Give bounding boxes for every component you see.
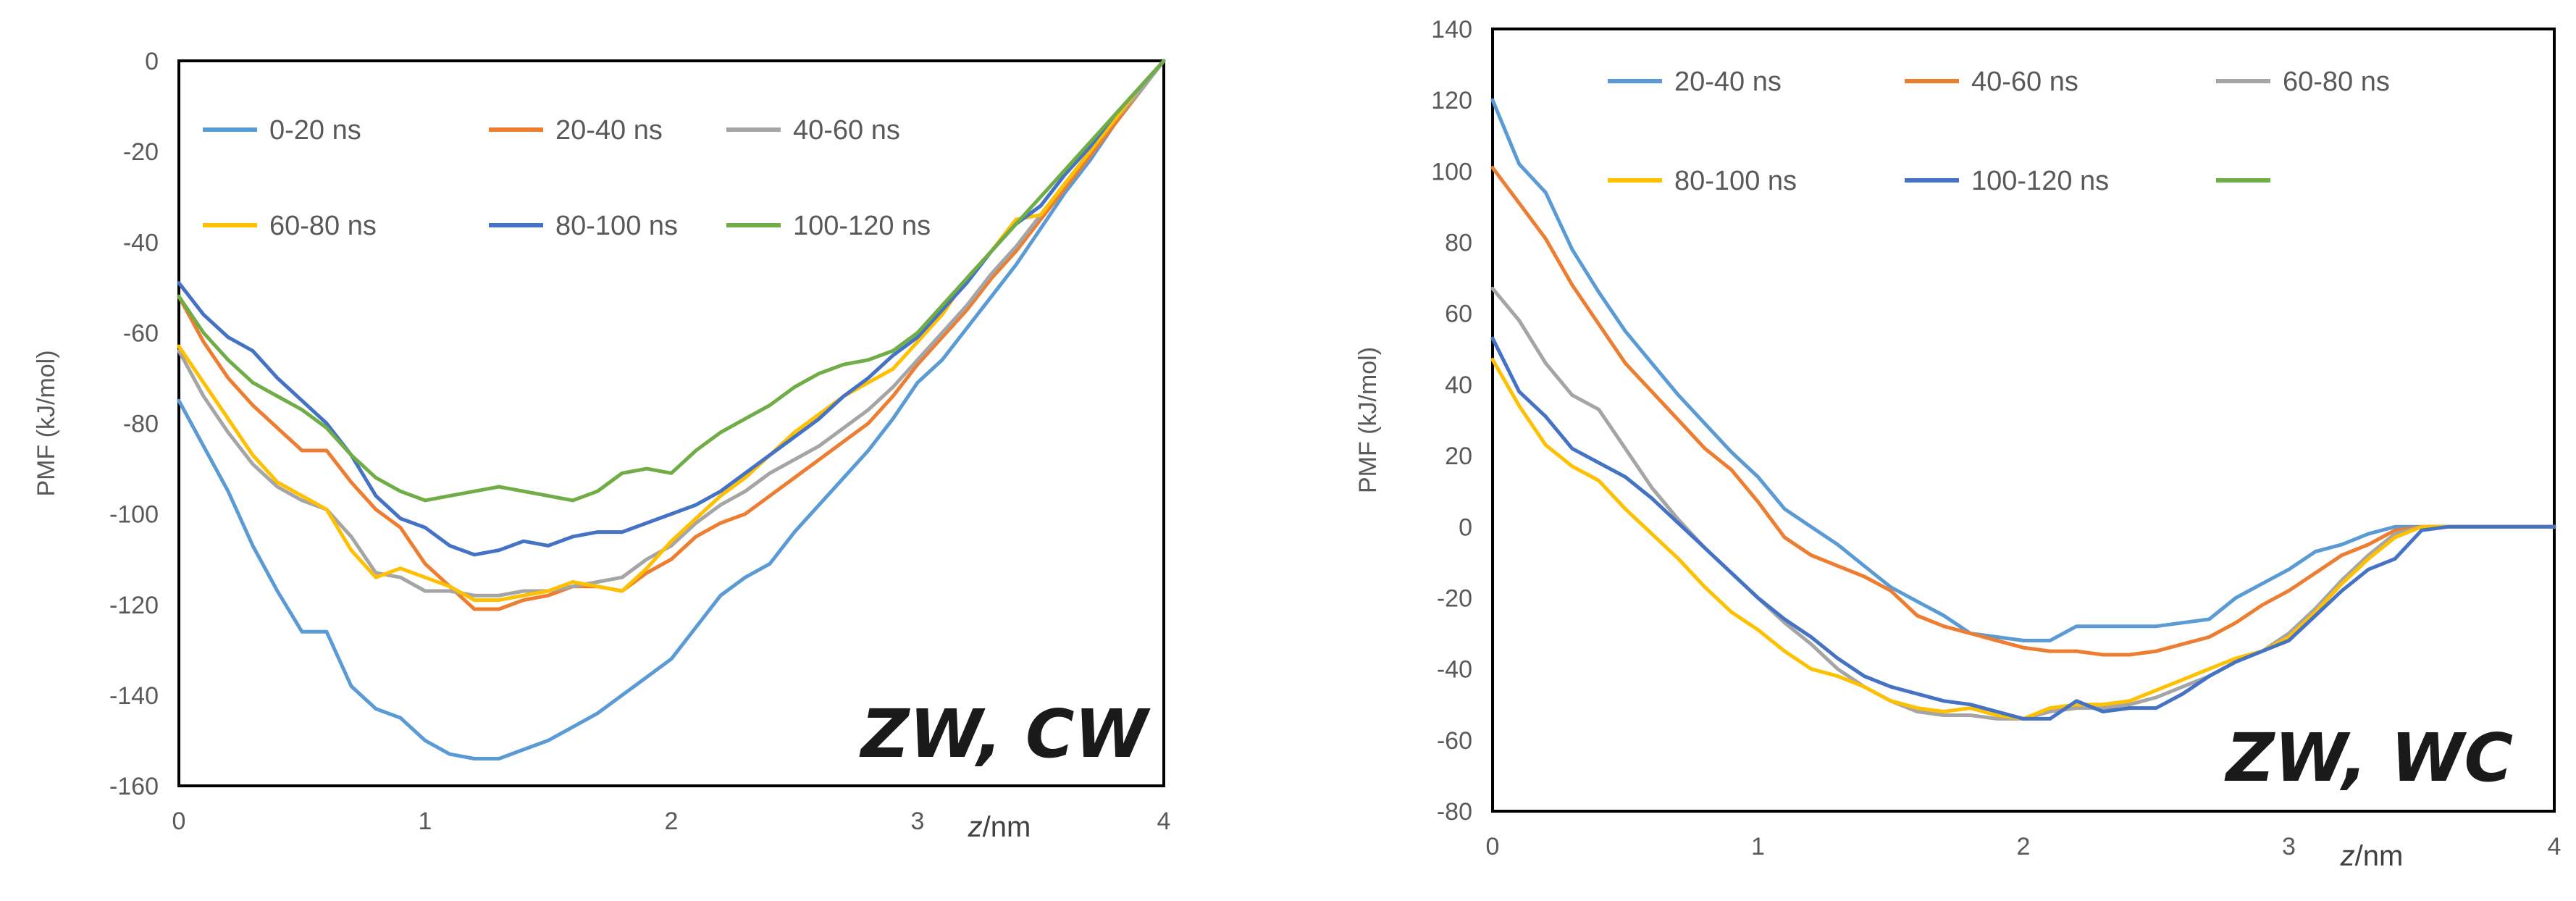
x-tick-label: 4 <box>1157 808 1171 835</box>
x-tick-label: 3 <box>2282 833 2296 860</box>
y-tick-label: -20 <box>1437 584 1472 612</box>
y-tick-label: -40 <box>123 229 159 256</box>
y-tick-label: 0 <box>1459 514 1472 541</box>
series-line-2 <box>177 59 1166 611</box>
legend-label: 80-100 ns <box>1674 166 1797 196</box>
x-tick-label: 2 <box>2017 833 2031 860</box>
series-line-5 <box>1490 336 2556 721</box>
corner-label: ZW, CW <box>859 695 1151 773</box>
y-tick-label: 40 <box>1445 372 1472 399</box>
series-line-3 <box>177 59 1166 598</box>
y-tick-label: -100 <box>109 501 159 529</box>
x-axis-label: z/nm <box>968 811 1031 843</box>
y-tick-label: -120 <box>109 592 159 619</box>
series-line-3 <box>1490 286 2556 721</box>
legend-label: 100-120 ns <box>1971 166 2109 196</box>
series-line-1 <box>1490 98 2556 642</box>
legend-label: 60-80 ns <box>269 211 377 241</box>
legend-label: 100-120 ns <box>793 211 931 241</box>
x-tick-label: 4 <box>2548 833 2562 860</box>
x-tick-label: 1 <box>419 808 432 835</box>
legend-label: 20-40 ns <box>1674 67 1782 97</box>
y-tick-label: 140 <box>1431 16 1472 43</box>
legend-label: 20-40 ns <box>555 115 663 146</box>
x-tick-label: 3 <box>911 808 925 835</box>
y-tick-label: -80 <box>1437 798 1472 826</box>
plot-frame <box>1491 28 2556 813</box>
plot-frame <box>177 59 1165 787</box>
legend-label: 60-80 ns <box>2283 67 2390 97</box>
y-axis-label: PMF (kJ/mol) <box>33 350 60 496</box>
y-tick-label: 100 <box>1431 158 1472 185</box>
x-tick-label: 2 <box>665 808 679 835</box>
legend-label: 0-20 ns <box>269 115 361 146</box>
y-tick-label: -140 <box>109 682 159 710</box>
chart-2: 140 120 100 80 60 40 20 0 -20 -40 -60 -80 0 1 2 3 4 PMF (… <box>1354 16 2561 872</box>
y-tick-label: -60 <box>1437 727 1472 755</box>
y-tick-label: -60 <box>123 319 159 347</box>
y-tick-label: 20 <box>1445 443 1472 470</box>
y-tick-label: 80 <box>1445 230 1472 257</box>
y-tick-label: -160 <box>109 773 159 800</box>
y-tick-label: 60 <box>1445 301 1472 328</box>
series-line-2 <box>1490 166 2556 657</box>
legend-label: 80-100 ns <box>555 211 678 241</box>
y-tick-label: -80 <box>123 411 159 438</box>
legend-label: 40-60 ns <box>793 115 900 146</box>
y-tick-label: 0 <box>145 48 159 75</box>
legend-label: 40-60 ns <box>1971 67 2078 97</box>
series-line-6 <box>177 59 1166 503</box>
series-line-1 <box>177 59 1166 760</box>
y-tick-label: -40 <box>1437 656 1472 684</box>
chart-1: 0 -20 -40 -60 -80 -100 -120 -140 -160 0 1 2 3 4 PMF (k… <box>33 48 1170 843</box>
x-tick-label: 1 <box>1751 833 1765 860</box>
x-axis-label: z/nm <box>2340 840 2404 872</box>
corner-label: ZW, WC <box>2224 719 2513 797</box>
x-tick-label: 0 <box>172 808 186 835</box>
y-axis-label: PMF (kJ/mol) <box>1354 347 1382 493</box>
x-tick-label: 0 <box>1486 833 1500 860</box>
y-tick-label: 120 <box>1431 87 1472 114</box>
series-line-4 <box>1490 358 2556 721</box>
y-tick-label: -20 <box>123 138 159 166</box>
